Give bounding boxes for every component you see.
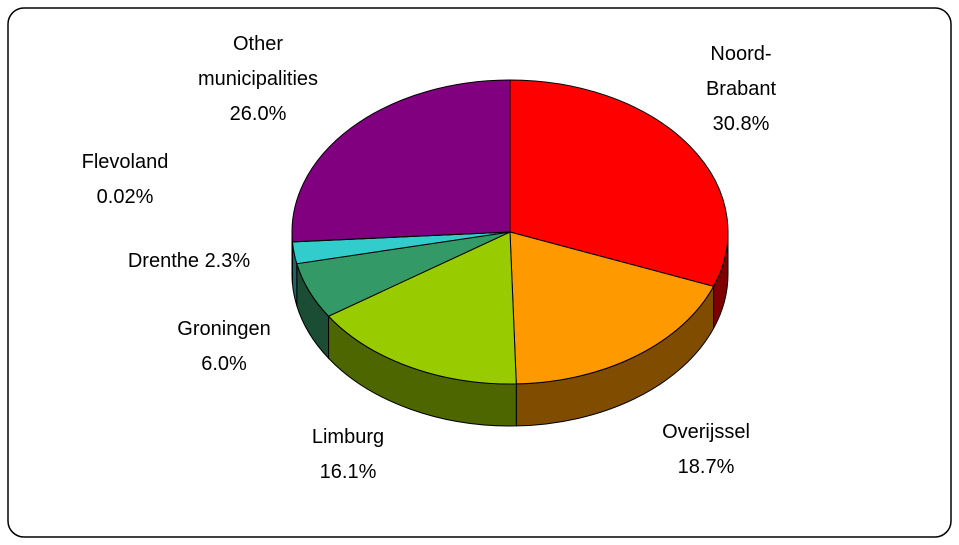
- slice-label: Limburg 16.1%: [273, 420, 423, 490]
- slice-value: 2.3%: [204, 250, 251, 272]
- slice-label: Flevoland 0.02%: [50, 145, 200, 215]
- slice-value: 26.0%: [229, 103, 287, 125]
- slice-name: Flevoland: [81, 151, 169, 173]
- slice-name: Other municipalities: [197, 33, 319, 90]
- slice-value: 18.7%: [677, 456, 735, 478]
- slice-label: Other municipalities 26.0%: [178, 27, 338, 132]
- slice-value: 6.0%: [201, 353, 247, 375]
- slice-value: 16.1%: [319, 461, 377, 483]
- slice: [509, 231, 715, 385]
- slice-label: Drenthe 2.3%: [128, 244, 250, 279]
- slice-name: Limburg: [311, 426, 385, 448]
- slice-name: Noord-Brabant: [705, 43, 777, 100]
- slice-value: 30.8%: [712, 113, 770, 135]
- slice: [327, 231, 517, 385]
- slice-name: Drenthe: [127, 250, 199, 272]
- slice-label: Noord-Brabant 30.8%: [686, 37, 796, 142]
- slice-name: Overijssel: [662, 421, 750, 443]
- slice-label: Overijssel 18.7%: [631, 415, 781, 485]
- slice-value: 0.02%: [96, 186, 154, 208]
- slice-label: Groningen 6.0%: [149, 312, 299, 382]
- slice: [291, 79, 511, 243]
- slice-name: Groningen: [177, 318, 271, 340]
- slice: [509, 79, 729, 287]
